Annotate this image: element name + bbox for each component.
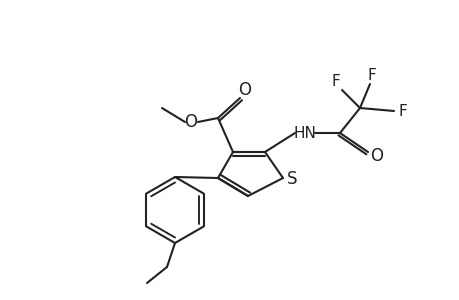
Text: O: O <box>369 147 383 165</box>
Text: O: O <box>238 81 251 99</box>
Text: F: F <box>398 104 407 119</box>
Text: S: S <box>286 170 297 188</box>
Text: HN: HN <box>293 125 316 140</box>
Text: F: F <box>331 74 340 88</box>
Text: O: O <box>184 113 197 131</box>
Text: F: F <box>367 68 375 82</box>
